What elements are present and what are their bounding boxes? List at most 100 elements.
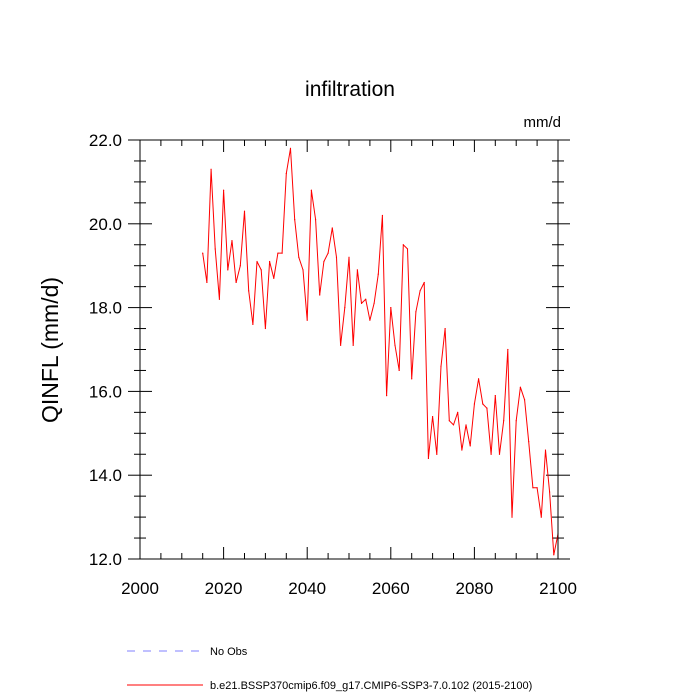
data-point — [461, 449, 463, 451]
data-point — [411, 378, 413, 380]
plot-area — [202, 147, 559, 556]
data-point — [239, 265, 241, 267]
data-point — [398, 369, 400, 372]
data-point — [260, 269, 262, 271]
data-point — [223, 189, 225, 191]
data-point — [507, 348, 509, 351]
x-tick-label: 2020 — [205, 579, 243, 598]
data-point — [277, 252, 279, 254]
axis-ticks — [128, 139, 570, 560]
data-point — [519, 386, 521, 388]
tick-labels: 2000 2020 2040 2060 2080 2100 12.0 14.0 16.0 18.0… — [89, 131, 577, 598]
data-point — [482, 403, 484, 405]
data-point — [281, 252, 283, 254]
data-point — [273, 277, 275, 279]
data-point — [352, 344, 354, 346]
data-point — [202, 252, 204, 254]
data-point — [452, 424, 455, 426]
data-point — [415, 311, 417, 313]
data-point — [231, 239, 233, 242]
data-point — [298, 256, 300, 258]
y-axis-label: QINFL (mm/d) — [37, 277, 63, 423]
y-tick-label: 12.0 — [89, 550, 122, 569]
data-point — [515, 420, 517, 422]
data-point — [448, 420, 450, 422]
legend-series-label: b.e21.BSSP370cmip6.f09_g17.CMIP6-SSP3-7.… — [210, 680, 532, 692]
data-point — [314, 219, 317, 221]
x-tick-label: 2100 — [539, 579, 577, 598]
data-point — [549, 491, 551, 493]
data-point — [457, 411, 459, 413]
data-point — [477, 378, 480, 380]
y-tick-label: 20.0 — [89, 215, 122, 234]
data-point — [532, 487, 534, 489]
series-line — [202, 147, 559, 556]
data-point — [523, 399, 526, 401]
data-point — [440, 365, 442, 367]
data-point — [206, 281, 208, 284]
data-point — [436, 453, 438, 455]
data-point — [302, 269, 304, 271]
data-point — [536, 487, 538, 489]
data-point — [432, 415, 434, 418]
data-point — [465, 424, 467, 426]
data-point — [356, 269, 358, 271]
data-point — [544, 449, 547, 451]
data-point — [423, 281, 425, 284]
data-point — [469, 445, 471, 447]
data-point — [294, 219, 296, 221]
data-point — [289, 147, 292, 149]
data-point — [340, 344, 342, 346]
data-point — [252, 323, 254, 325]
data-point — [381, 214, 384, 217]
data-point — [511, 516, 513, 518]
legend: No Obs b.e21.BSSP370cmip6.f09_g17.CMIP6-… — [127, 646, 532, 692]
data-point — [348, 256, 350, 258]
data-point — [327, 252, 329, 254]
y-tick-label: 14.0 — [89, 466, 122, 485]
legend-no-obs-label: No Obs — [210, 646, 248, 658]
data-point — [235, 281, 237, 284]
data-point — [386, 394, 388, 397]
data-point — [210, 168, 212, 170]
data-point — [528, 441, 530, 443]
data-point — [335, 256, 338, 258]
data-point — [218, 298, 221, 300]
y-tick-label: 16.0 — [89, 382, 122, 401]
data-point — [486, 407, 488, 409]
data-point — [310, 189, 312, 191]
x-tick-label: 2080 — [455, 579, 493, 598]
data-point — [503, 420, 505, 422]
data-point — [406, 248, 409, 250]
y-tick-label: 18.0 — [89, 299, 122, 318]
data-point — [214, 248, 216, 250]
data-point — [331, 227, 333, 229]
data-point — [256, 260, 258, 263]
data-point — [365, 298, 367, 300]
data-point — [360, 302, 363, 305]
data-point — [323, 260, 325, 263]
data-point — [243, 210, 246, 212]
x-tick-label: 2000 — [121, 579, 159, 598]
units-label: mm/d — [524, 114, 562, 131]
data-point — [268, 260, 271, 263]
x-tick-label: 2060 — [372, 579, 410, 598]
data-point — [248, 290, 250, 292]
data-point — [553, 554, 555, 556]
data-point — [319, 294, 321, 296]
data-point — [473, 403, 475, 405]
plot-frame — [139, 139, 559, 560]
data-point — [490, 453, 492, 455]
data-point — [402, 244, 404, 246]
data-point — [264, 327, 266, 330]
data-point — [494, 394, 496, 397]
data-point — [498, 453, 501, 455]
data-point — [390, 307, 392, 309]
data-point — [419, 290, 421, 292]
chart-title: infiltration — [305, 78, 395, 101]
data-point — [427, 457, 430, 460]
data-point — [373, 302, 375, 305]
y-tick-label: 22.0 — [89, 131, 122, 150]
data-point — [540, 516, 542, 518]
